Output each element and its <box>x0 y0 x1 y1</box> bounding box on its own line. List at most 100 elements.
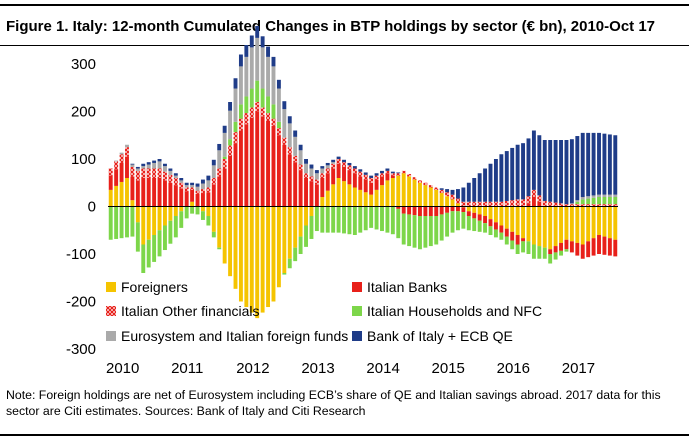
bar-segment-italian-banks <box>477 214 482 221</box>
bar-segment-italian-households-and-nfc <box>298 236 303 254</box>
bar-segment-foreigners <box>163 206 167 226</box>
bar-segment-italian-other-financials <box>428 185 433 188</box>
bar-segment-italian-households-and-nfc <box>217 247 222 250</box>
bar-segment-italian-other-financials <box>331 163 336 169</box>
bar-segment-italian-banks <box>314 184 319 207</box>
bar-segment-bank-of-italy-ecb-qe <box>130 163 135 165</box>
bar-segment-foreigners <box>200 206 205 212</box>
bar-segment-italian-households-and-nfc <box>352 206 357 235</box>
bar-segment-bank-of-italy-ecb-qe <box>586 132 591 197</box>
bar-segment-italian-households-and-nfc <box>380 206 384 232</box>
bar-segment-italian-households-and-nfc <box>510 240 515 250</box>
bar-segment-bank-of-italy-ecb-qe <box>228 102 233 111</box>
bar-segment-italian-households-and-nfc <box>163 225 167 251</box>
bar-segment-italian-households-and-nfc <box>222 156 227 160</box>
bar-segment-italian-households-and-nfc <box>336 206 341 233</box>
bar-segment-eurosystem-and-italian-foreign-funds <box>130 164 135 167</box>
bar-segment-italian-banks <box>336 163 341 178</box>
bar-segment-italian-households-and-nfc <box>141 244 146 273</box>
bar-segment-italian-households-and-nfc <box>401 213 406 245</box>
bar-segment-italian-households-and-nfc <box>407 214 412 247</box>
bar-segment-italian-other-financials <box>434 187 439 190</box>
bar-layer <box>108 26 618 319</box>
bar-segment-italian-other-financials <box>569 204 574 207</box>
bar-segment-italian-other-financials <box>418 180 422 183</box>
bar-segment-italian-banks <box>407 206 412 215</box>
bar-segment-italian-households-and-nfc <box>347 206 352 235</box>
bar-segment-italian-other-financials <box>309 176 314 182</box>
bar-segment-foreigners <box>298 206 303 237</box>
bar-segment-italian-banks <box>586 241 591 258</box>
bar-segment-italian-other-financials <box>190 187 195 190</box>
bar-segment-italian-banks <box>510 231 515 241</box>
bar-segment-italian-other-financials <box>401 170 406 174</box>
bar-segment-italian-banks <box>184 191 189 207</box>
bar-segment-italian-other-financials <box>613 204 618 207</box>
bar-segment-italian-households-and-nfc <box>331 206 336 233</box>
bar-segment-foreigners <box>559 206 563 243</box>
bar-segment-italian-banks <box>385 173 390 181</box>
bar-segment-italian-banks <box>157 178 162 207</box>
bar-segment-italian-households-and-nfc <box>488 226 493 235</box>
bar-segment-bank-of-italy-ecb-qe <box>477 173 482 202</box>
bar-segment-italian-banks <box>125 156 129 179</box>
bar-segment-foreigners <box>271 206 276 302</box>
bar-segment-foreigners <box>255 206 260 319</box>
bar-segment-bank-of-italy-ecb-qe <box>455 189 460 199</box>
bar-segment-bank-of-italy-ecb-qe <box>466 182 471 202</box>
bar-segment-bank-of-italy-ecb-qe <box>222 125 227 133</box>
bar-segment-bank-of-italy-ecb-qe <box>493 159 498 202</box>
bar-segment-italian-banks <box>374 179 379 190</box>
bar-segment-italian-households-and-nfc <box>271 104 276 119</box>
bar-segment-foreigners <box>602 206 607 237</box>
bar-segment-bank-of-italy-ecb-qe <box>488 163 493 202</box>
bar-segment-bank-of-italy-ecb-qe <box>200 179 205 184</box>
bar-segment-bank-of-italy-ecb-qe <box>369 175 374 178</box>
bar-segment-foreigners <box>146 206 151 240</box>
bar-segment-bank-of-italy-ecb-qe <box>396 172 401 174</box>
bar-segment-italian-other-financials <box>580 204 585 207</box>
bar-segment-italian-households-and-nfc <box>564 249 569 252</box>
bar-segment-eurosystem-and-italian-foreign-funds <box>586 196 591 199</box>
bar-segment-italian-banks <box>255 111 260 207</box>
bar-segment-foreigners <box>141 206 146 245</box>
bar-segment-italian-banks <box>168 182 173 207</box>
bar-segment-italian-households-and-nfc <box>152 235 157 262</box>
bar-segment-italian-banks <box>548 249 553 254</box>
bar-segment-foreigners <box>586 206 591 242</box>
bar-segment-foreigners <box>591 206 596 239</box>
bar-segment-bank-of-italy-ecb-qe <box>287 116 292 124</box>
bar-segment-bank-of-italy-ecb-qe <box>483 168 488 202</box>
bar-segment-italian-banks <box>347 170 352 185</box>
bar-segment-eurosystem-and-italian-foreign-funds <box>276 88 281 122</box>
bar-segment-foreigners <box>244 206 249 308</box>
bar-segment-italian-households-and-nfc <box>211 231 216 238</box>
bar-segment-foreigners <box>114 185 119 207</box>
bar-segment-italian-other-financials <box>390 173 395 176</box>
bar-segment-eurosystem-and-italian-foreign-funds <box>607 194 612 198</box>
bar-segment-italian-other-financials <box>304 173 308 178</box>
bar-segment-italian-banks <box>553 246 558 253</box>
bar-segment-italian-banks <box>380 176 384 186</box>
bar-segment-italian-households-and-nfc <box>325 206 330 233</box>
bar-segment-foreigners <box>412 179 417 207</box>
bar-segment-italian-households-and-nfc <box>358 206 363 233</box>
bar-segment-italian-banks <box>163 180 167 207</box>
bar-segment-italian-other-financials <box>559 203 563 207</box>
bar-segment-italian-households-and-nfc <box>195 206 200 215</box>
bar-segment-italian-other-financials <box>255 102 260 112</box>
bar-segment-foreigners <box>396 175 401 207</box>
bar-segment-italian-other-financials <box>222 159 227 169</box>
bar-segment-foreigners <box>488 206 493 220</box>
bar-segment-italian-other-financials <box>423 182 428 186</box>
bar-segment-foreigners <box>331 184 336 207</box>
bar-segment-foreigners <box>597 206 601 235</box>
bar-segment-italian-banks <box>211 184 216 207</box>
bar-segment-italian-households-and-nfc <box>374 206 379 230</box>
bar-segment-italian-households-and-nfc <box>439 214 444 241</box>
bar-segment-italian-households-and-nfc <box>466 216 471 231</box>
bar-segment-eurosystem-and-italian-foreign-funds <box>168 170 173 175</box>
bar-segment-bank-of-italy-ecb-qe <box>358 169 363 172</box>
bar-segment-italian-banks <box>358 176 363 190</box>
